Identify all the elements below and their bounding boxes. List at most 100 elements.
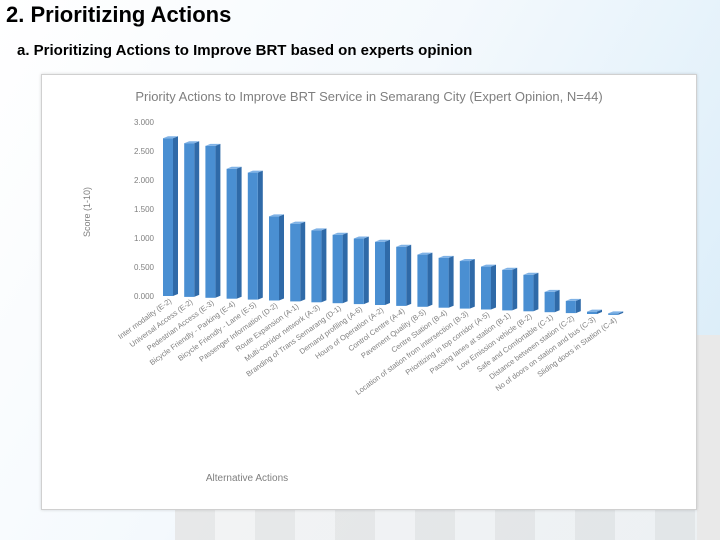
bar-top [247, 170, 263, 173]
bar-side [342, 232, 348, 304]
bar-side [512, 267, 518, 311]
bar [290, 221, 306, 302]
bar-top [544, 289, 560, 292]
bar-front [523, 274, 534, 312]
bar-side [469, 259, 475, 309]
bar [332, 232, 348, 304]
bar-front [375, 241, 385, 305]
bar-front [226, 168, 237, 299]
y-tick-label: 2.000 [134, 176, 155, 185]
bar-side [554, 289, 560, 313]
bar-side [194, 141, 200, 297]
bar-top [269, 214, 284, 217]
bar [438, 255, 454, 308]
y-tick-label: 1.500 [134, 205, 155, 214]
bar-side [300, 221, 306, 302]
bar-top [290, 221, 306, 224]
bar-front [438, 257, 449, 308]
bar-side [448, 255, 454, 308]
bar [417, 252, 433, 307]
background-watermark-edge [697, 335, 720, 540]
bar-front [269, 216, 279, 301]
bar-front [290, 223, 301, 302]
bar [375, 239, 390, 305]
bar-front [417, 254, 428, 307]
chart-title: Priority Actions to Improve BRT Service … [135, 89, 602, 104]
bar-top [565, 298, 581, 301]
bar-side [597, 309, 602, 314]
y-tick-label: 2.500 [134, 147, 155, 156]
slide-title: 2. Prioritizing Actions [6, 2, 232, 27]
y-tick-label: 3.000 [134, 118, 155, 127]
y-tick-label: 0.500 [134, 263, 155, 272]
bar-top [311, 228, 327, 231]
bar-front [459, 261, 470, 309]
bar-top [523, 272, 539, 275]
bar-top [459, 259, 475, 262]
bar-front [396, 246, 407, 306]
bar-top [226, 166, 242, 169]
bar [608, 311, 624, 315]
y-tick-label: 0.000 [134, 292, 155, 301]
bar [459, 259, 475, 309]
bar-top [163, 136, 178, 139]
bar [311, 228, 327, 303]
bar-side [321, 228, 327, 303]
bar-side [257, 170, 263, 300]
bar-top [502, 267, 518, 270]
bar-side [618, 311, 624, 315]
bar [587, 309, 602, 314]
bar [502, 267, 518, 311]
bar [184, 141, 200, 297]
bar-side [385, 239, 390, 305]
bar-top [608, 311, 624, 314]
bar-front [163, 138, 173, 296]
bar-top [332, 232, 348, 235]
bar [481, 264, 496, 310]
bar-front [311, 230, 322, 303]
bar [247, 170, 263, 300]
slide-subtitle: a. Prioritizing Actions to Improve BRT b… [17, 42, 473, 59]
bar-top [417, 252, 433, 255]
chart-frame: Priority Actions to Improve BRT Service … [41, 74, 697, 510]
bar-side [236, 166, 242, 299]
bar-side [427, 252, 433, 307]
bar [226, 166, 242, 299]
bar-side [279, 214, 284, 301]
bar-side [173, 136, 178, 296]
bar-front [544, 291, 555, 313]
bar-front [608, 313, 619, 315]
bar [523, 272, 539, 312]
bar-front [247, 172, 258, 300]
bar-chart: Priority Actions to Improve BRT Service … [82, 89, 624, 484]
bar [396, 244, 412, 306]
bar [205, 143, 221, 298]
bar-side [533, 272, 539, 312]
bar-side [575, 298, 581, 314]
bar-top [438, 255, 454, 258]
bar-front [332, 234, 343, 304]
bar-top [481, 264, 496, 267]
y-tick-label: 1.000 [134, 234, 155, 243]
bar-top [353, 236, 369, 239]
bar-top [205, 143, 221, 146]
bar [544, 289, 560, 313]
background-watermark [175, 505, 720, 540]
bar-front [502, 269, 513, 311]
bar-top [375, 239, 390, 242]
bar-side [491, 264, 496, 310]
bar-side [215, 143, 221, 298]
bar [163, 136, 178, 296]
bar-top [184, 141, 200, 144]
bar-side [363, 236, 369, 305]
bar-front [205, 145, 216, 298]
bar-front [565, 300, 576, 314]
bar-top [396, 244, 412, 247]
bar [269, 214, 284, 301]
bar-front [587, 311, 597, 314]
y-axis-label: Score (1-10) [82, 187, 92, 237]
bar-front [353, 238, 364, 305]
bar-side [406, 244, 412, 306]
bar [565, 298, 581, 314]
bar-front [481, 266, 491, 310]
